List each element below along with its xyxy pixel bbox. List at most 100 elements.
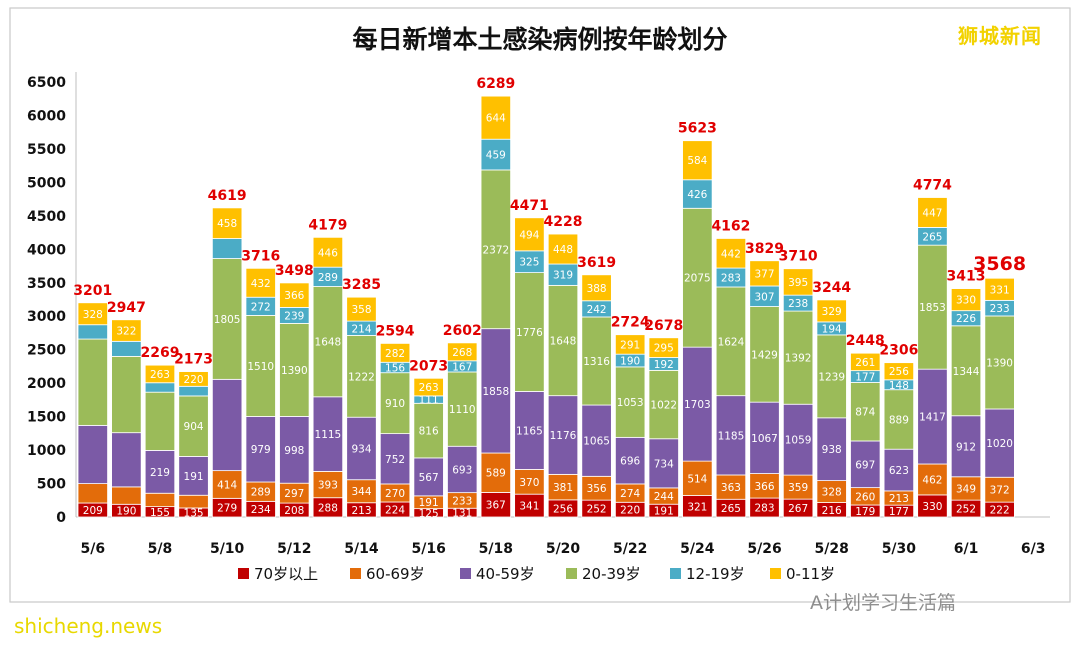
bar-segment	[480, 95, 512, 140]
segment-label: 589	[486, 468, 506, 480]
segment-label: 244	[654, 491, 674, 503]
segment-label: 1703	[684, 399, 711, 411]
segment-label: 191	[419, 497, 439, 509]
bar-segment	[279, 416, 310, 484]
legend-swatch	[770, 568, 781, 579]
segment-label: 234	[251, 504, 271, 516]
bar-segment	[984, 277, 1015, 301]
y-tick-label: 1000	[27, 443, 66, 459]
bar-segment	[346, 416, 377, 481]
bar-segment	[279, 322, 310, 417]
segment-label: 214	[351, 323, 371, 335]
segment-label: 125	[419, 508, 439, 520]
segment-label: 321	[687, 501, 707, 513]
total-label: 4774	[913, 178, 952, 194]
segment-label: 279	[217, 503, 237, 515]
segment-label: 274	[620, 488, 640, 500]
bar-segment	[245, 267, 276, 298]
total-label: 3244	[812, 280, 851, 296]
total-label: 6289	[476, 76, 515, 92]
total-label: 4228	[544, 214, 583, 230]
legend-label: 20-39岁	[582, 565, 641, 583]
segment-label: 252	[587, 504, 607, 516]
watermark-right: A计划学习生活篇	[810, 592, 956, 614]
segment-label: 1853	[919, 302, 946, 314]
bar-segment	[77, 302, 108, 326]
segment-label: 272	[251, 301, 271, 313]
segment-label: 268	[452, 347, 472, 359]
bar-segment	[850, 382, 881, 442]
bar-segment	[447, 342, 478, 362]
segment-label: 1648	[550, 336, 577, 348]
segment-label: 263	[150, 369, 170, 381]
y-tick-label: 5000	[27, 175, 66, 191]
bar-segment	[917, 463, 948, 496]
total-label: 2073	[409, 358, 448, 374]
bar-segment	[850, 440, 881, 489]
y-tick-label: 6000	[27, 108, 66, 124]
segment-label: 177	[889, 506, 909, 518]
bar-segment	[77, 424, 108, 485]
segment-label: 341	[519, 501, 539, 513]
bar-segment	[816, 299, 847, 323]
bar-segment	[77, 324, 108, 340]
segment-label: 216	[822, 505, 842, 517]
y-tick-label: 2000	[27, 376, 66, 392]
bar-segment	[211, 238, 243, 259]
bar-segment	[77, 483, 108, 504]
segment-label: 1165	[516, 425, 543, 437]
legend-swatch	[238, 568, 249, 579]
segment-label: 1624	[718, 336, 745, 348]
segment-label: 447	[922, 207, 942, 219]
x-tick-label: 5/20	[546, 541, 581, 557]
segment-label: 388	[587, 283, 607, 295]
total-label: 2173	[174, 352, 213, 368]
y-tick-label: 0	[56, 510, 66, 526]
bar-segment	[614, 366, 646, 438]
watermark-left: shicheng.news	[14, 614, 163, 638]
segment-label: 358	[351, 304, 371, 316]
x-tick-label: 5/22	[613, 541, 647, 557]
segment-label: 889	[889, 414, 909, 426]
segment-label: 1065	[583, 436, 610, 448]
segment-label: 442	[721, 248, 741, 260]
bar-segment	[111, 355, 142, 434]
x-tick-label: 5/28	[815, 541, 849, 557]
total-label: 5623	[678, 121, 717, 137]
segment-label: 191	[184, 471, 204, 483]
bar-segment	[782, 474, 814, 500]
bar-segment	[413, 377, 444, 397]
y-tick-label: 6500	[27, 75, 66, 91]
bar-segment	[715, 395, 747, 476]
segment-label: 192	[654, 359, 674, 371]
segment-label: 644	[486, 113, 506, 125]
segment-label: 998	[284, 445, 304, 457]
segment-label: 979	[251, 444, 271, 456]
x-tick-label: 6/1	[954, 541, 979, 557]
total-label: 2602	[443, 323, 482, 339]
segment-label: 135	[184, 507, 204, 519]
bar-segment	[77, 338, 108, 426]
segment-label: 179	[855, 506, 875, 518]
bar-segment	[614, 334, 646, 355]
segment-label: 414	[217, 479, 237, 491]
bar-segment	[379, 433, 411, 485]
bar-segment	[816, 334, 847, 419]
segment-label: 242	[587, 304, 607, 316]
bar-segment	[682, 460, 713, 496]
segment-label: 252	[956, 504, 976, 516]
x-tick-label: 5/16	[411, 541, 445, 557]
bar-segment	[850, 352, 881, 372]
bar-segment	[682, 207, 713, 348]
segment-label: 448	[553, 244, 573, 256]
bar-segment	[547, 284, 579, 397]
segment-label: 325	[519, 257, 539, 269]
segment-label: 155	[150, 507, 170, 519]
bar-segment	[547, 233, 579, 265]
segment-label: 213	[889, 493, 909, 505]
segment-label: 267	[788, 503, 808, 515]
x-tick-label: 6/3	[1021, 541, 1046, 557]
segment-label: 370	[519, 477, 539, 489]
segment-label: 377	[754, 268, 774, 280]
